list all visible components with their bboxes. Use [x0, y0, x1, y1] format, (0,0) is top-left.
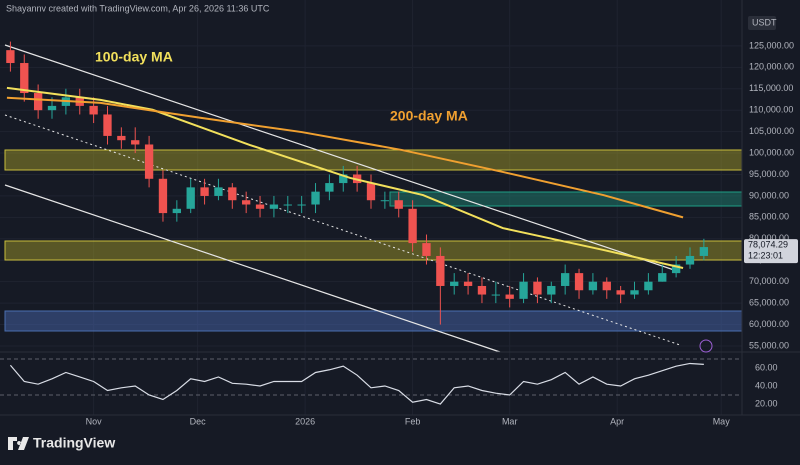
event-icon	[699, 339, 713, 353]
brand: TradingView	[33, 435, 115, 451]
candle-body	[685, 255, 695, 265]
candle-body	[547, 285, 556, 295]
candle-body	[491, 294, 500, 296]
y-tick-label: 90,000.00	[749, 190, 789, 200]
x-tick-label: Apr	[610, 416, 624, 426]
candle-body	[339, 174, 348, 184]
candle-body	[533, 281, 542, 295]
candle-body	[630, 290, 639, 295]
candle-body	[33, 93, 43, 111]
candle-body	[408, 208, 417, 244]
countdown: 12:23:01	[748, 250, 783, 260]
rsi-line	[9, 362, 704, 405]
candle-body	[158, 178, 168, 214]
y-tick-label: 115,000.00	[749, 83, 793, 93]
candle-body	[311, 191, 320, 205]
candle-body	[394, 200, 403, 209]
y-tick-label: 70,000.00	[749, 276, 789, 286]
candle-body	[47, 105, 57, 111]
brand-logo	[8, 437, 29, 450]
candle-body	[103, 114, 112, 136]
grid	[0, 0, 742, 415]
candle-body	[269, 204, 279, 209]
y-tick-label: 60.00	[755, 362, 778, 372]
candle-body	[450, 281, 459, 286]
y-tick-label: 110,000.00	[749, 105, 793, 115]
x-tick-label: Nov	[86, 416, 103, 426]
candle-body	[380, 200, 390, 202]
candle-body	[283, 204, 292, 206]
y-tick-label: 65,000.00	[749, 297, 789, 307]
candle-body	[6, 50, 15, 64]
candle-body	[200, 187, 209, 196]
candle-body	[561, 273, 570, 286]
x-tick-label: Dec	[190, 416, 207, 426]
candle-body	[89, 105, 98, 115]
x-tick-label: Feb	[405, 416, 421, 426]
y-tick-label: 120,000.00	[749, 62, 794, 72]
candle-body	[131, 140, 140, 145]
candle-body	[658, 273, 667, 282]
y-tick-label: 100,000.00	[749, 147, 794, 157]
candle-body	[505, 294, 514, 299]
candle-body	[228, 187, 237, 201]
candle-body	[297, 204, 306, 206]
x-tick-label: 2026	[295, 416, 315, 426]
ma-label: 200-day MA	[390, 108, 468, 124]
y-tick-label: 80,000.00	[749, 233, 789, 243]
x-tick-label: May	[713, 416, 731, 426]
candle-body	[602, 281, 611, 291]
y-tick-label: 60,000.00	[749, 319, 789, 329]
candle-body	[616, 290, 625, 295]
ma-label: 100-day MA	[95, 49, 173, 65]
candle-body	[671, 264, 681, 274]
channel-upper	[4, 44, 681, 273]
candle-body	[255, 204, 265, 209]
candle-body	[214, 187, 223, 196]
candle-body	[588, 281, 598, 291]
moving-average	[6, 86, 684, 269]
candle-body	[242, 200, 251, 205]
channel-lower	[4, 184, 501, 353]
candle-body	[699, 247, 709, 256]
candle-body	[144, 144, 154, 179]
moving-average	[6, 96, 684, 219]
channel-mid	[4, 114, 681, 346]
candle-body	[117, 135, 126, 141]
candle-body	[574, 273, 584, 291]
y-tick-label: 125,000.00	[749, 40, 794, 50]
y-tick-label: 20.00	[755, 398, 778, 408]
candle-body	[186, 187, 195, 209]
candle-body	[644, 281, 653, 291]
candle-body	[519, 281, 528, 299]
y-tick-label: 85,000.00	[749, 212, 789, 222]
candle-body	[172, 208, 181, 214]
candle-body	[422, 243, 431, 256]
currency: USDT	[752, 17, 777, 27]
credit: Shayannv created with TradingView.com, A…	[6, 3, 270, 13]
plot	[0, 41, 742, 405]
last-price: 78,074.29	[748, 239, 788, 249]
candle-body	[366, 183, 376, 201]
y-tick-label: 105,000.00	[749, 126, 794, 136]
candle-body	[436, 255, 445, 286]
last-price-box	[744, 239, 798, 264]
currency-box	[748, 16, 776, 30]
candle-body	[20, 63, 29, 94]
y-tick-label: 95,000.00	[749, 169, 789, 179]
x-tick-label: Mar	[502, 416, 518, 426]
y-tick-label: 55,000.00	[749, 340, 789, 350]
footer	[0, 425, 800, 465]
candle-body	[463, 281, 473, 286]
candle-body	[477, 285, 487, 295]
y-tick-label: 40.00	[755, 380, 778, 390]
candle-body	[325, 183, 334, 192]
